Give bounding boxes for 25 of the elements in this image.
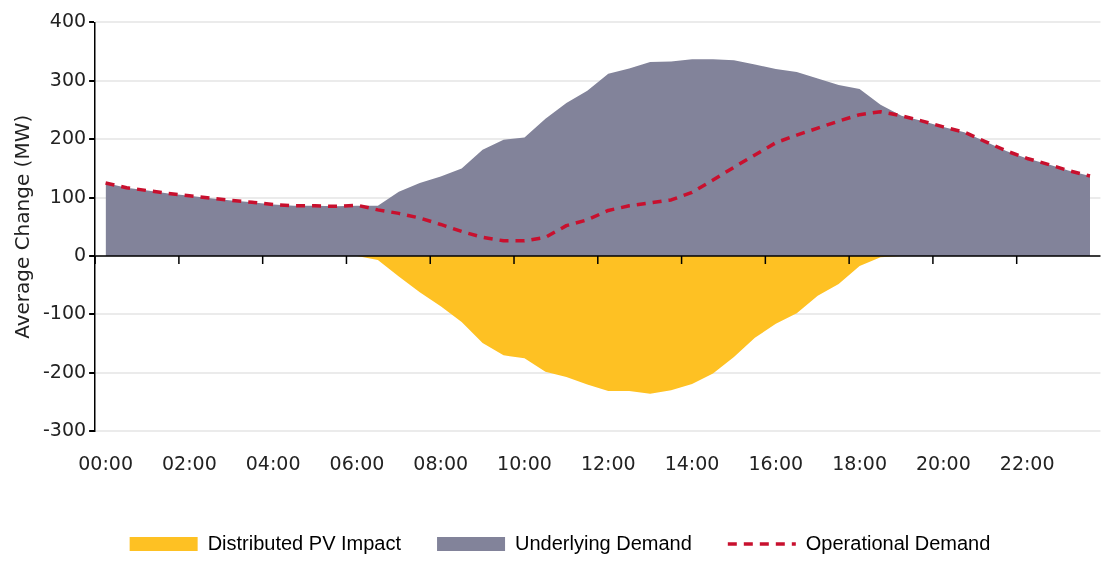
y-tick-label: -200 [43, 359, 87, 382]
legend-label: Underlying Demand [515, 531, 692, 554]
y-tick-label: -300 [43, 418, 87, 441]
y-tick-label: 200 [49, 126, 87, 149]
line-series [103, 110, 1092, 243]
y-tick-label: 400 [49, 9, 87, 32]
legend-label: Distributed PV Impact [207, 531, 402, 554]
x-tick-label: 04:00 [245, 451, 301, 474]
y-tick-label: -100 [43, 301, 87, 324]
x-tick-label: 14:00 [664, 451, 720, 474]
x-tick-label: 00:00 [78, 451, 133, 474]
y-tick-label: 300 [49, 67, 87, 90]
legend-label: Operational Demand [805, 531, 991, 554]
x-tick-label: 10:00 [497, 451, 552, 474]
x-tick-label: 22:00 [999, 451, 1055, 474]
x-tick-label: 02:00 [161, 451, 217, 474]
y-tick-label: 100 [49, 184, 87, 207]
x-tick-label: 12:00 [580, 451, 636, 474]
x-tick-label: 08:00 [413, 451, 469, 474]
x-tick-label: 16:00 [748, 451, 804, 474]
y-axis-title: Average Change (MW) [10, 114, 35, 339]
x-tick-label: 06:00 [329, 451, 385, 474]
x-tick-label: 20:00 [916, 451, 971, 474]
x-tick-label: 18:00 [832, 451, 887, 474]
y-tick-label: 0 [74, 242, 87, 265]
